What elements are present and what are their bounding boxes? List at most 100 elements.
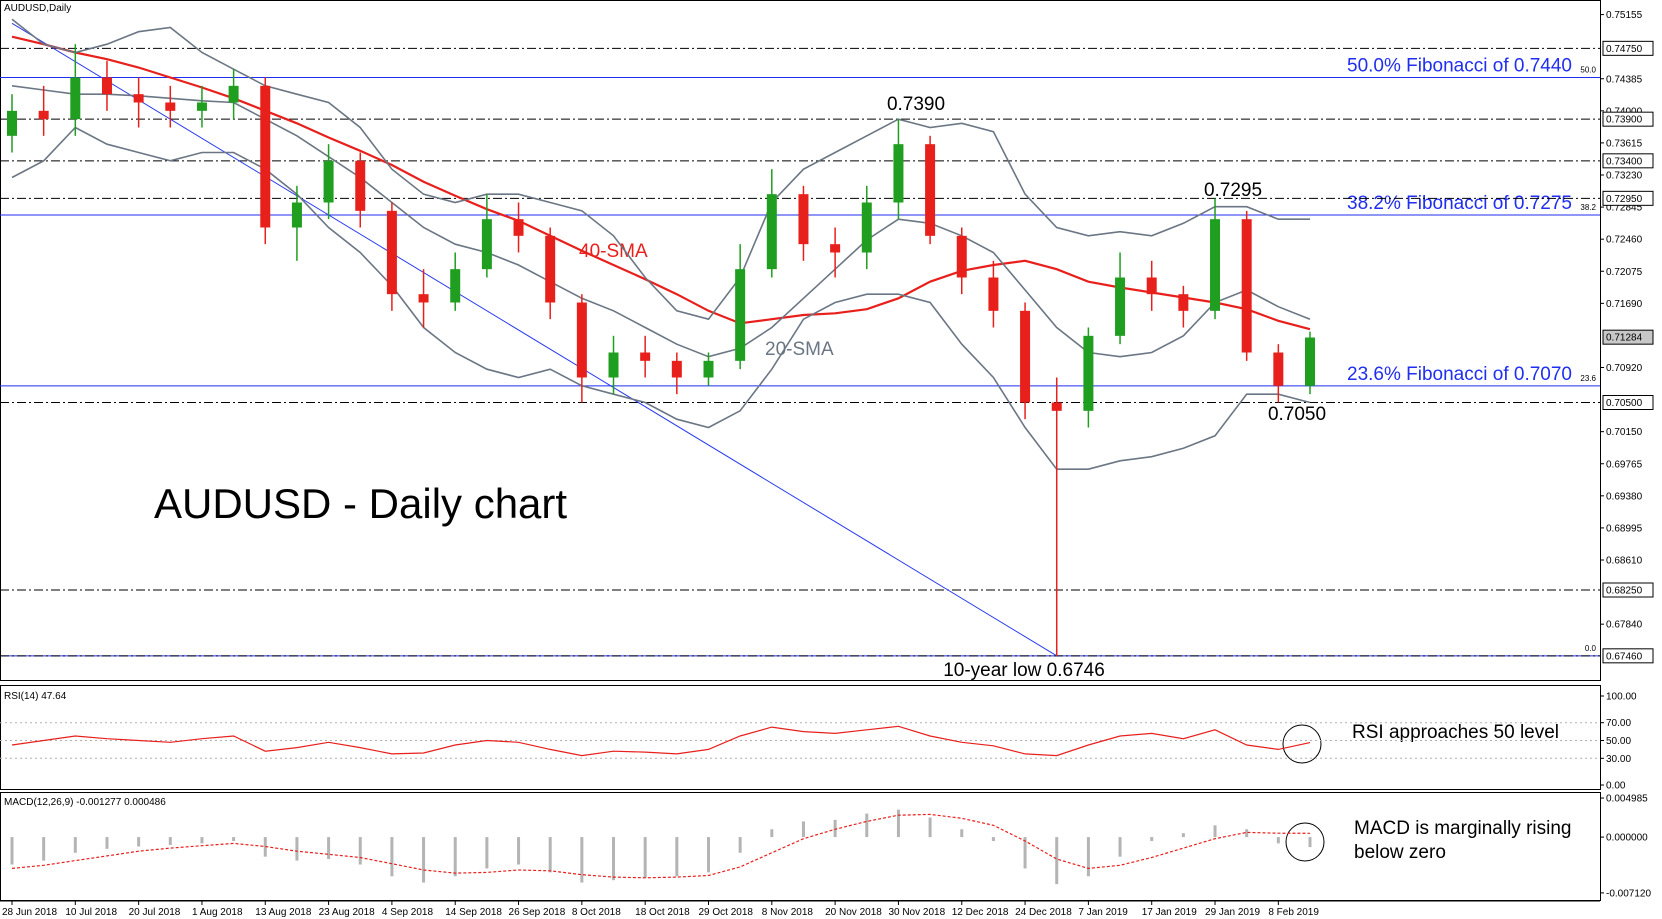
macd-bar	[928, 817, 932, 838]
x-tick-label: 29 Jan 2019	[1205, 907, 1260, 918]
candle-body	[133, 94, 144, 103]
candle-body	[481, 219, 492, 270]
candle-body	[988, 277, 999, 311]
macd-bar	[73, 837, 77, 853]
y-tick-label: 0.70920	[1606, 363, 1643, 374]
macd-bar	[1118, 837, 1122, 857]
macd-bar	[295, 837, 299, 861]
candle-body	[1178, 294, 1189, 311]
macd-bar	[833, 819, 837, 838]
x-tick-label: 20 Jul 2018	[129, 907, 181, 918]
bollinger-band	[11, 126, 1311, 470]
rsi-tick-label: 100.00	[1606, 692, 1637, 703]
x-tick-label: 23 Aug 2018	[319, 907, 376, 918]
x-tick-label: 13 Aug 2018	[255, 907, 312, 918]
candle-body	[1241, 219, 1252, 353]
candle-body	[671, 360, 682, 378]
macd-bar	[1276, 837, 1280, 844]
candle-body	[323, 160, 334, 203]
candle-body	[260, 85, 271, 228]
level-label: 0.73400	[1606, 156, 1643, 167]
macd-bar	[517, 837, 521, 865]
y-tick-label: 0.74385	[1606, 74, 1643, 85]
macd-bar	[865, 813, 869, 838]
rsi-tick-label: 50.00	[1606, 736, 1631, 747]
fib-level: 0.0	[1585, 644, 1597, 653]
fib-level: 50.0	[1580, 66, 1596, 75]
y-tick-label: 0.68610	[1606, 556, 1643, 567]
macd-bar	[738, 837, 742, 853]
last-price-box	[1602, 329, 1654, 345]
macd-bar	[263, 837, 267, 857]
macd-bar	[548, 837, 552, 873]
level-box	[1602, 190, 1654, 206]
x-tick-label: 30 Nov 2018	[888, 907, 945, 918]
x-tick-label: 26 Sep 2018	[509, 907, 566, 918]
rsi-title: RSI(14) 47.64	[4, 691, 67, 702]
macd-bar	[358, 837, 362, 865]
macd-bar	[105, 837, 109, 849]
x-tick-label: 8 Nov 2018	[762, 907, 814, 918]
y-tick-label: 0.73230	[1606, 171, 1643, 182]
level-box	[1602, 582, 1654, 598]
level-label: 0.70500	[1606, 398, 1643, 409]
candle-body	[1305, 337, 1315, 386]
level-label: 0.73900	[1606, 115, 1643, 126]
macd-tick-label: 0.004985	[1606, 794, 1648, 805]
candle-body	[513, 219, 524, 236]
level-label: 0.72950	[1606, 194, 1643, 205]
y-tick-label: 0.69765	[1606, 459, 1643, 470]
fib-level: 23.6	[1580, 374, 1596, 383]
highlight-circle	[1282, 724, 1322, 764]
macd-bar	[168, 837, 172, 845]
candle-body	[925, 144, 936, 236]
macd-title: MACD(12,26,9) -0.001277 0.000486	[4, 797, 166, 808]
candle-body	[386, 210, 397, 295]
x-tick-label: 7 Jan 2019	[1078, 907, 1128, 918]
annotation: 0.7295	[1204, 180, 1262, 201]
macd-tick-label: -0.007120	[1606, 888, 1651, 899]
candle-body	[703, 360, 714, 378]
annotation: 10-year low 0.6746	[943, 660, 1105, 681]
macd-bar	[1308, 837, 1312, 848]
candle-body	[1020, 310, 1031, 403]
macd-bar	[327, 837, 331, 860]
macd-bar	[643, 837, 647, 878]
macd-bar	[1086, 837, 1090, 877]
macd-bar	[706, 837, 710, 873]
candle-body	[735, 269, 746, 361]
macd-bar	[1213, 825, 1217, 838]
symbol-label: AUDUSD,Daily	[4, 3, 71, 14]
x-tick-label: 8 Feb 2019	[1268, 907, 1319, 918]
level-box	[1602, 153, 1654, 169]
level-box	[1602, 395, 1654, 410]
x-tick-label: 12 Dec 2018	[952, 907, 1009, 918]
candle-body	[101, 77, 112, 95]
macd-bar	[10, 837, 14, 865]
level-label: 0.67460	[1606, 651, 1643, 662]
trendline	[11, 22, 1057, 657]
rsi-line	[11, 725, 1311, 757]
last-price-label: 0.71284	[1606, 333, 1643, 344]
sma40-label: 40-SMA	[579, 241, 648, 262]
y-tick-label: 0.70150	[1606, 427, 1643, 438]
macd-note: below zero	[1354, 842, 1446, 863]
candle-body	[956, 235, 967, 278]
candle-body	[640, 352, 651, 361]
macd-bar	[580, 837, 584, 883]
x-tick-label: 29 Oct 2018	[698, 907, 753, 918]
chart-title: AUDUSD - Daily chart	[154, 480, 567, 527]
x-tick-label: 28 Jun 2018	[2, 907, 57, 918]
candle-body	[1210, 219, 1221, 311]
annotation: 0.7050	[1268, 404, 1326, 425]
candle-body	[291, 202, 302, 228]
fib-label: 23.6% Fibonacci of 0.7070	[1347, 364, 1572, 385]
y-tick-label: 0.73615	[1606, 138, 1643, 149]
rsi-note: RSI approaches 50 level	[1352, 722, 1559, 743]
macd-bar	[390, 837, 394, 877]
rsi-tick-label: 30.00	[1606, 754, 1631, 765]
candle-body	[38, 110, 49, 120]
macd-bar	[232, 837, 236, 842]
